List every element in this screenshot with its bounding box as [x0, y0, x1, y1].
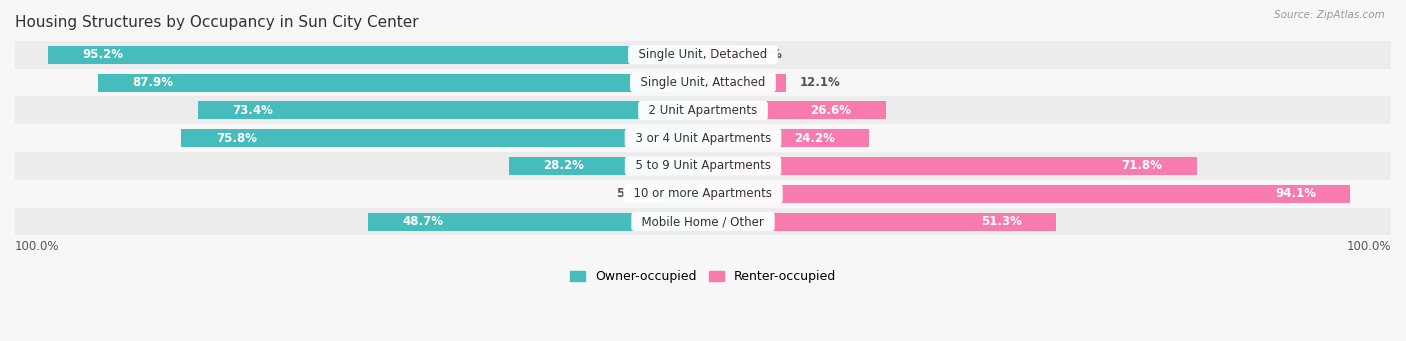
- Text: 24.2%: 24.2%: [794, 132, 835, 145]
- Bar: [509, 157, 703, 175]
- Text: Mobile Home / Other: Mobile Home / Other: [634, 215, 772, 228]
- Bar: [703, 129, 869, 147]
- Bar: [48, 46, 703, 64]
- Bar: [15, 69, 1391, 97]
- Bar: [703, 185, 1350, 203]
- Text: Single Unit, Detached: Single Unit, Detached: [631, 48, 775, 61]
- Bar: [181, 129, 703, 147]
- Text: 5.9%: 5.9%: [616, 187, 648, 200]
- Text: 12.1%: 12.1%: [800, 76, 841, 89]
- Text: 4.8%: 4.8%: [749, 48, 783, 61]
- Bar: [703, 157, 1197, 175]
- Legend: Owner-occupied, Renter-occupied: Owner-occupied, Renter-occupied: [565, 265, 841, 288]
- Bar: [703, 74, 786, 92]
- Text: 87.9%: 87.9%: [132, 76, 174, 89]
- Text: Housing Structures by Occupancy in Sun City Center: Housing Structures by Occupancy in Sun C…: [15, 15, 419, 30]
- Text: 73.4%: 73.4%: [232, 104, 273, 117]
- Text: 95.2%: 95.2%: [83, 48, 124, 61]
- Text: 10 or more Apartments: 10 or more Apartments: [626, 187, 780, 200]
- Bar: [662, 185, 703, 203]
- Bar: [98, 74, 703, 92]
- Text: 100.0%: 100.0%: [1347, 240, 1391, 253]
- Bar: [368, 212, 703, 231]
- Text: Source: ZipAtlas.com: Source: ZipAtlas.com: [1274, 10, 1385, 20]
- Bar: [15, 41, 1391, 69]
- Bar: [15, 152, 1391, 180]
- Text: 28.2%: 28.2%: [543, 160, 585, 173]
- Text: 2 Unit Apartments: 2 Unit Apartments: [641, 104, 765, 117]
- Text: 94.1%: 94.1%: [1275, 187, 1316, 200]
- Text: 3 or 4 Unit Apartments: 3 or 4 Unit Apartments: [627, 132, 779, 145]
- Text: 48.7%: 48.7%: [402, 215, 443, 228]
- Text: 26.6%: 26.6%: [811, 104, 852, 117]
- Bar: [15, 180, 1391, 208]
- Text: Single Unit, Attached: Single Unit, Attached: [633, 76, 773, 89]
- Text: 71.8%: 71.8%: [1122, 160, 1163, 173]
- Bar: [703, 46, 735, 64]
- Bar: [198, 101, 703, 119]
- Bar: [15, 124, 1391, 152]
- Bar: [703, 212, 1056, 231]
- Bar: [15, 208, 1391, 236]
- Bar: [703, 101, 886, 119]
- Text: 5 to 9 Unit Apartments: 5 to 9 Unit Apartments: [627, 160, 779, 173]
- Bar: [15, 97, 1391, 124]
- Text: 100.0%: 100.0%: [15, 240, 59, 253]
- Text: 51.3%: 51.3%: [980, 215, 1022, 228]
- Text: 75.8%: 75.8%: [217, 132, 257, 145]
